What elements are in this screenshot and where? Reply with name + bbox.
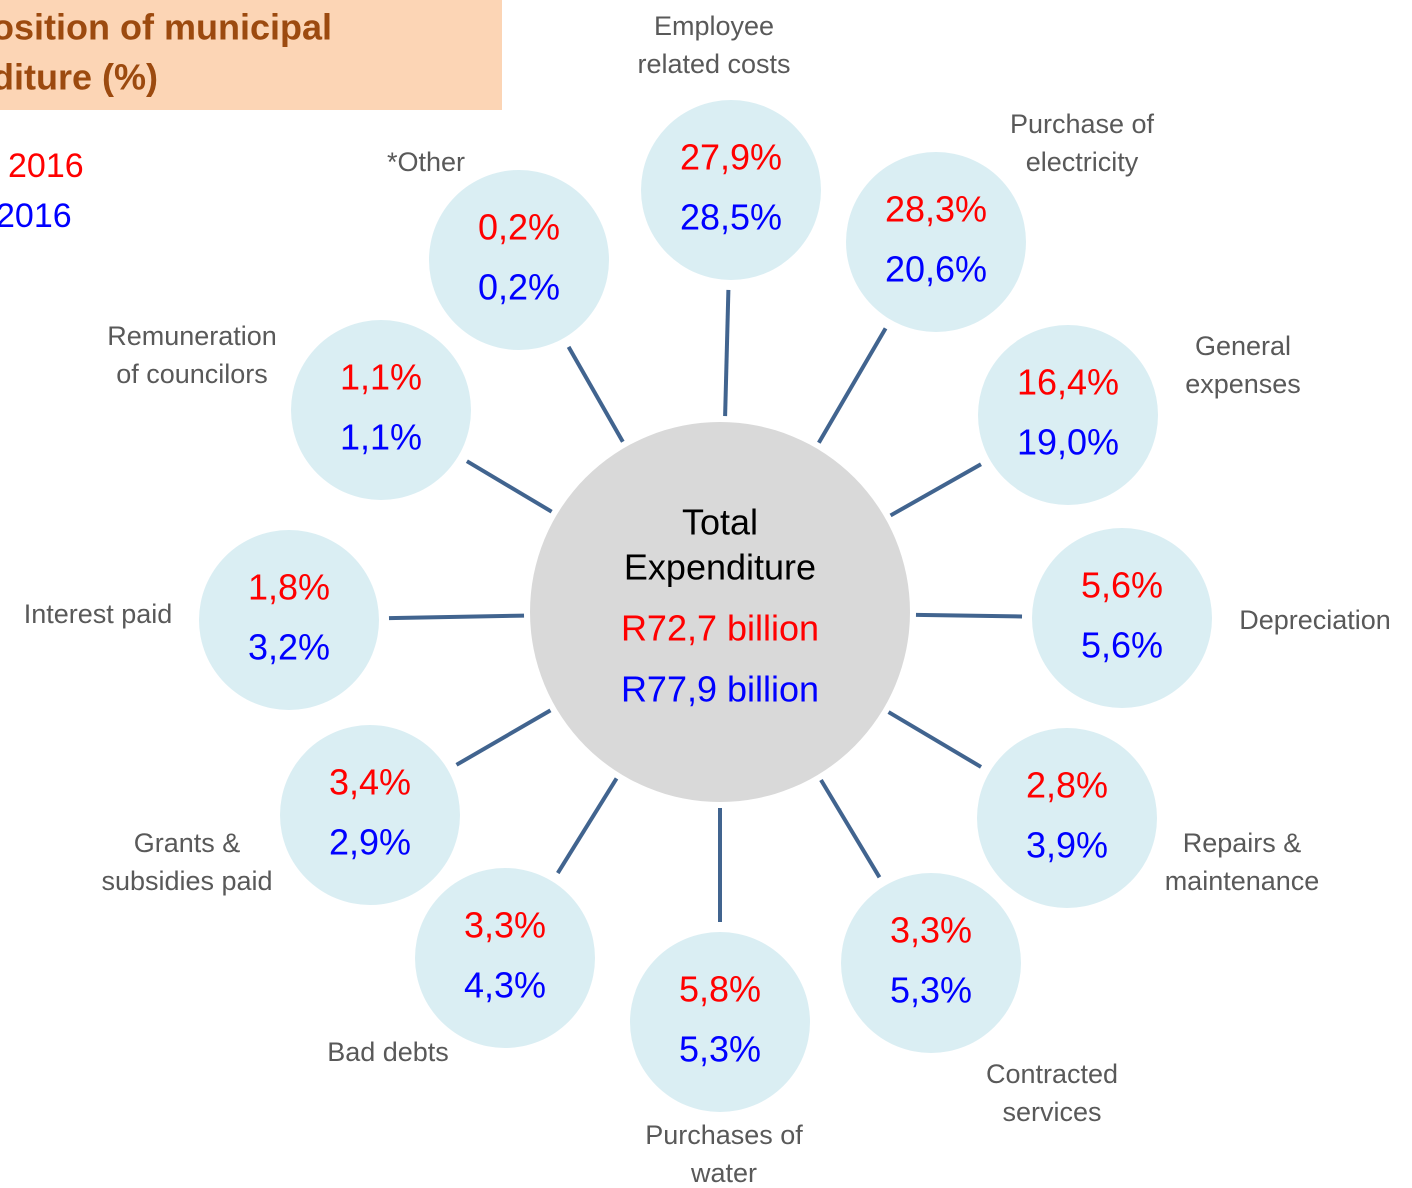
spoke: [723, 289, 731, 417]
node-value: 1,1%: [340, 417, 422, 458]
spoke: [887, 710, 983, 769]
center-value: R77,9 billion: [621, 669, 819, 710]
node-value: 5,3%: [679, 1029, 761, 1070]
node-value: 2,9%: [329, 822, 411, 863]
node-circle: [641, 100, 821, 280]
node-label: Purchases of: [645, 1120, 803, 1150]
node-value: 3,3%: [464, 905, 546, 946]
node-circle: [280, 725, 460, 905]
node-value: 5,6%: [1081, 625, 1163, 666]
node-value: 19,0%: [1017, 422, 1119, 463]
node-label: electricity: [1026, 147, 1139, 177]
node-label: Employee: [654, 11, 774, 41]
node-circle: [978, 325, 1158, 505]
node-value: 0,2%: [478, 267, 560, 308]
node-circle: [1032, 528, 1212, 708]
node-value: 2,8%: [1026, 765, 1108, 806]
title-line: diture (%): [0, 57, 158, 98]
node-value: 3,4%: [329, 762, 411, 803]
node-label: maintenance: [1165, 866, 1320, 896]
node-value: 16,4%: [1017, 362, 1119, 403]
node-value: 27,9%: [680, 137, 782, 178]
spoke: [455, 708, 552, 767]
node-label: expenses: [1185, 369, 1301, 399]
node-label: Repairs &: [1183, 828, 1302, 858]
node-label: Depreciation: [1239, 605, 1391, 635]
spoke: [556, 777, 619, 875]
node-circle: [291, 320, 471, 500]
node-label: Contracted: [986, 1059, 1118, 1089]
node-label: Purchase of: [1010, 109, 1155, 139]
node-label: services: [1002, 1097, 1101, 1127]
node-circle: [415, 868, 595, 1048]
node-label: *Other: [387, 147, 465, 177]
node-circle: [199, 530, 379, 710]
node-label: related costs: [637, 49, 790, 79]
spoke: [566, 345, 625, 443]
node-value: 28,5%: [680, 197, 782, 238]
spoke: [889, 462, 982, 518]
node-circle: [846, 152, 1026, 332]
node-value: 5,3%: [890, 970, 972, 1011]
node-value: 3,9%: [1026, 825, 1108, 866]
center-label: Total: [682, 502, 758, 543]
title-box: [0, 0, 502, 110]
node-circle: [841, 873, 1021, 1053]
title-line: osition of municipal: [0, 7, 332, 48]
center-label: Expenditure: [624, 547, 816, 588]
node-value: 0,2%: [478, 207, 560, 248]
center-circle: [530, 422, 910, 802]
legend-item: 2016: [8, 147, 84, 185]
node-value: 3,2%: [248, 627, 330, 668]
node-circle: [977, 728, 1157, 908]
legend-item: 2016: [0, 197, 72, 235]
node-value: 1,1%: [340, 357, 422, 398]
spoke: [388, 613, 525, 621]
spoke: [915, 612, 1023, 619]
node-value: 1,8%: [248, 567, 330, 608]
node-label: water: [690, 1158, 757, 1188]
node-label: Grants &: [134, 828, 241, 858]
node-circle: [630, 932, 810, 1112]
node-value: 3,3%: [890, 910, 972, 951]
node-label: of councilors: [116, 359, 268, 389]
spoke: [817, 327, 888, 444]
spoke: [465, 459, 553, 514]
node-label: subsidies paid: [101, 866, 272, 896]
node-label: Remuneration: [107, 321, 277, 351]
node-label: Bad debts: [327, 1037, 449, 1067]
node-value: 5,6%: [1081, 565, 1163, 606]
spoke: [819, 778, 882, 879]
node-label: Interest paid: [24, 599, 173, 629]
node-value: 28,3%: [885, 189, 987, 230]
center-value: R72,7 billion: [621, 608, 819, 649]
node-value: 5,8%: [679, 969, 761, 1010]
node-label: General: [1195, 331, 1291, 361]
node-circle: [429, 170, 609, 350]
node-value: 20,6%: [885, 249, 987, 290]
node-value: 4,3%: [464, 965, 546, 1006]
